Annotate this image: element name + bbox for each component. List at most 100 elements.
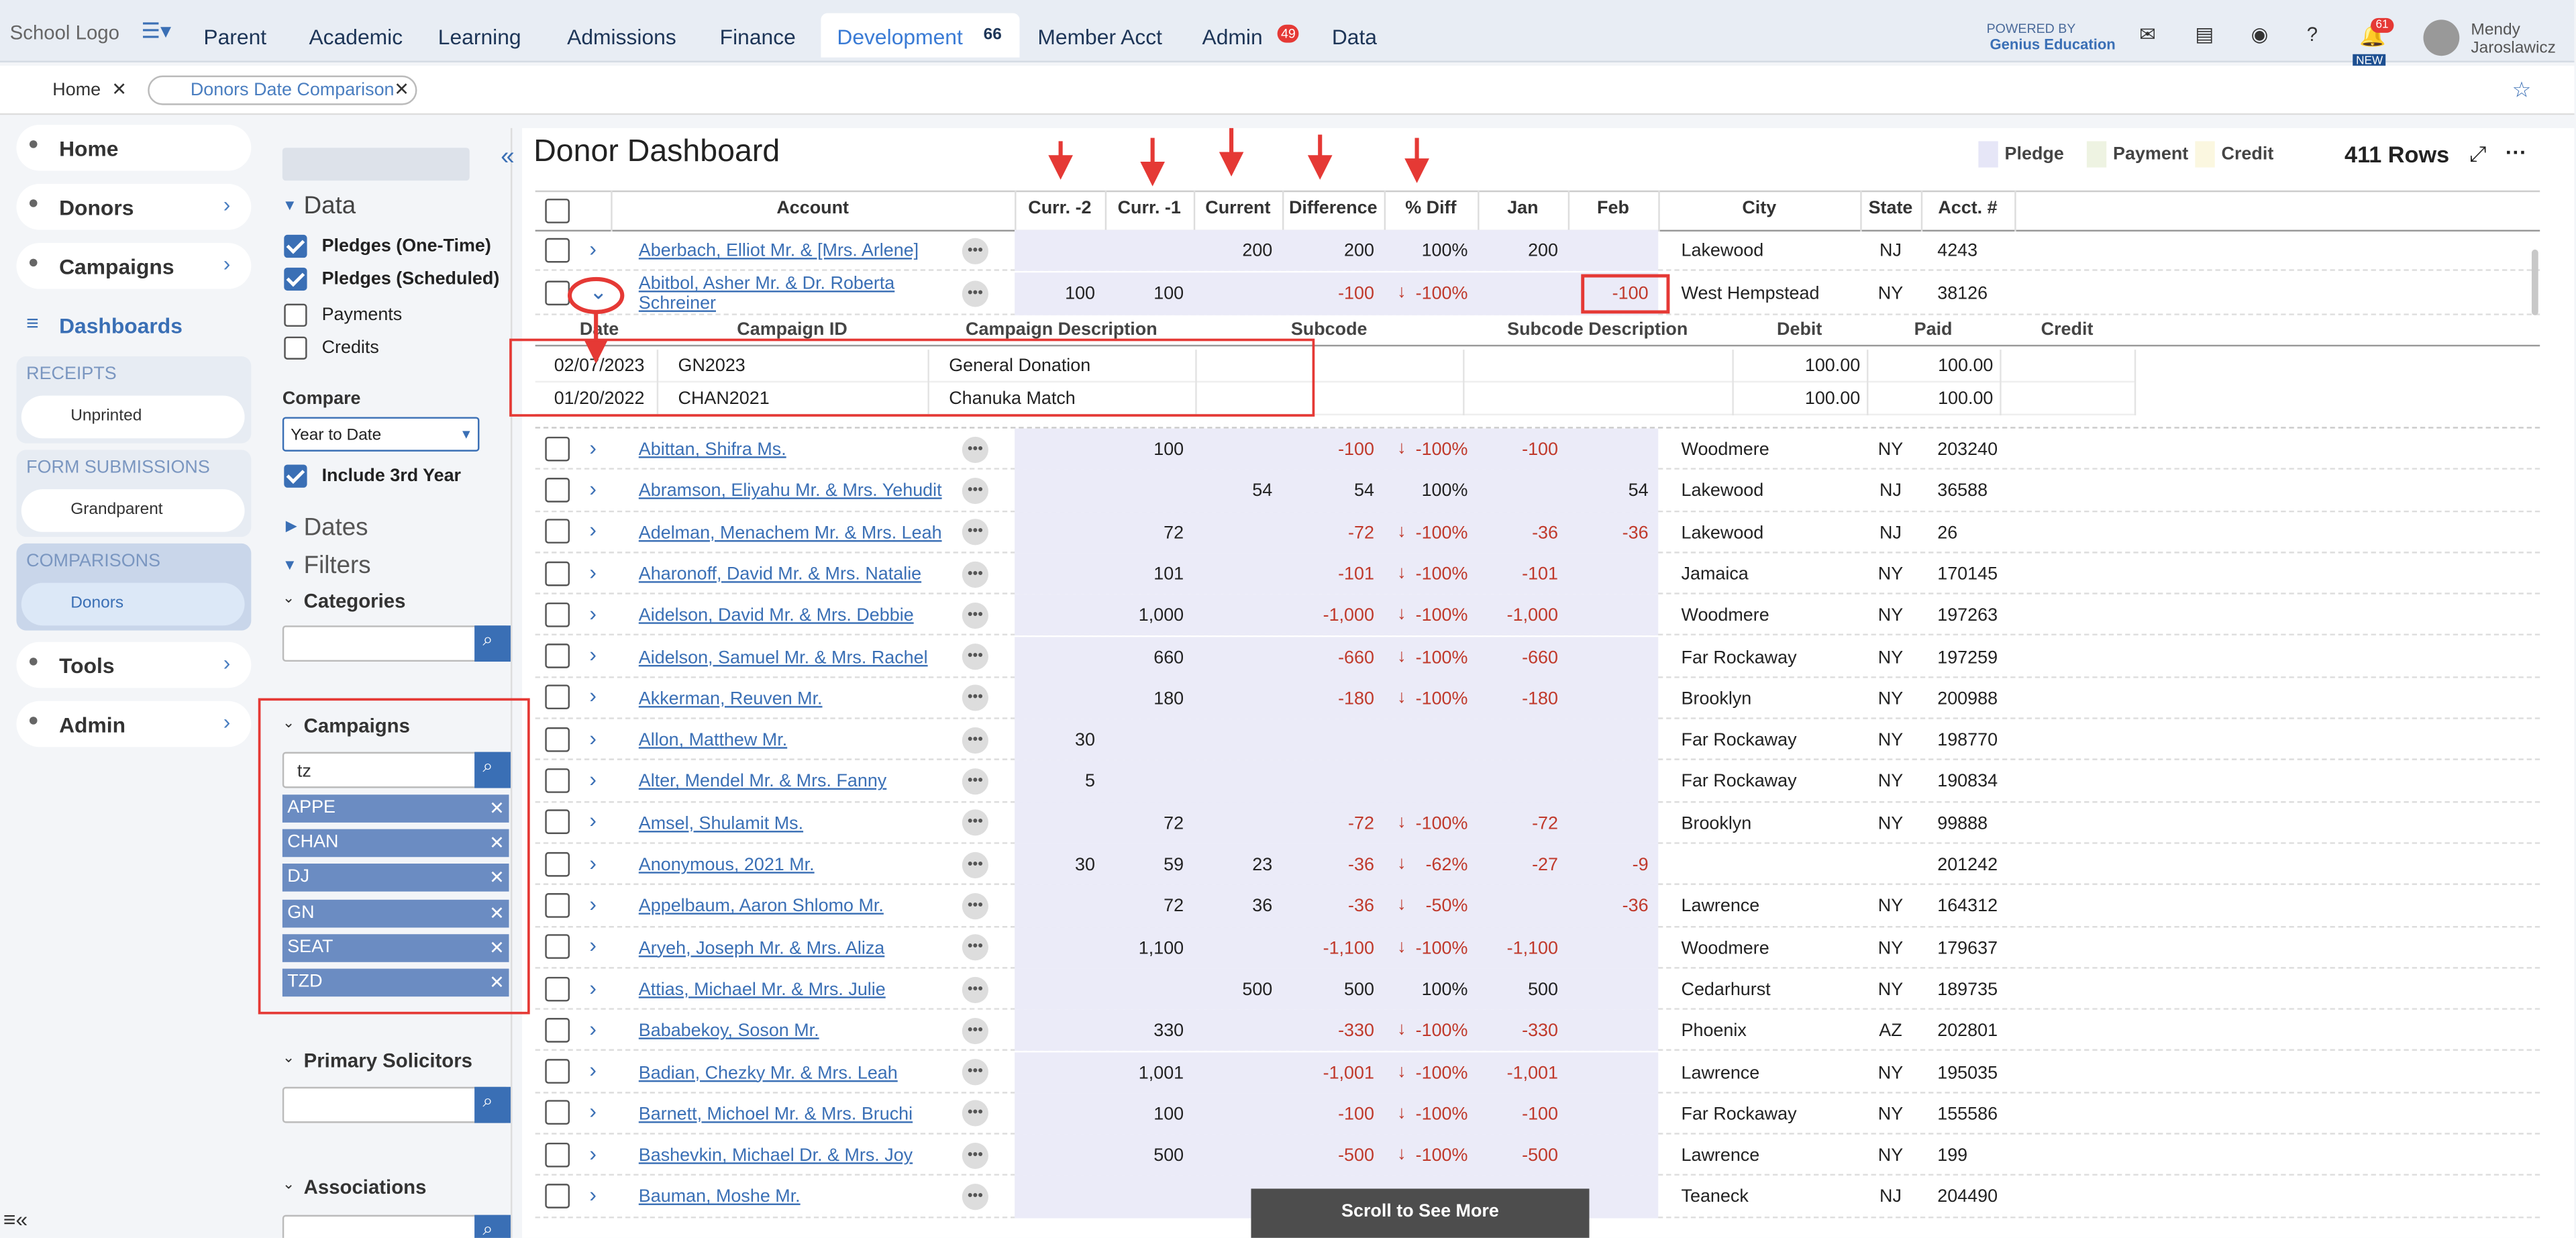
nav-item[interactable]: Member Acct [1021,13,1184,58]
checkbox[interactable] [545,237,570,262]
row-menu[interactable]: ••• [962,1059,988,1086]
row-menu[interactable]: ••• [962,435,988,463]
icon-button[interactable]: ? [2306,23,2318,46]
campaign-tag[interactable]: CHAN ✕ [282,829,509,858]
row-menu[interactable]: ••• [962,1100,988,1127]
expand-toggle[interactable]: › [589,1016,597,1041]
expand-toggle[interactable]: › [589,849,597,875]
expand-toggle[interactable]: › [589,808,597,833]
row-menu[interactable]: ••• [962,685,988,712]
account-link[interactable]: Aharonoff, David Mr. & Mrs. Natalie [638,564,922,584]
column-header[interactable]: Account [776,199,849,219]
expand-toggle[interactable]: › [589,974,597,999]
expand-toggle[interactable]: › [589,1182,597,1207]
compare-select[interactable]: Year to Date ▼ [282,417,480,452]
expand-toggle[interactable]: › [589,891,597,917]
checkbox[interactable] [545,852,570,876]
account-link[interactable]: Aidelson, David Mr. & Mrs. Debbie [638,606,914,626]
tab[interactable]: Donors Date Comparison ✕ [148,75,417,105]
nav-item[interactable]: Data [1315,13,1395,58]
row-menu[interactable]: ••• [962,602,988,629]
row-menu[interactable]: ••• [962,768,988,795]
column-header[interactable]: Difference [1288,199,1378,219]
checkbox[interactable] [545,560,570,586]
account-link[interactable]: Amsel, Shulamit Ms. [638,813,804,834]
column-header[interactable]: Acct. # [1938,199,1998,219]
icon-button[interactable]: ▤ [2195,23,2214,46]
checkbox[interactable] [545,1100,570,1126]
column-header[interactable]: Jan [1507,199,1539,219]
nav-item[interactable]: Admissions [551,13,702,58]
campaign-tag[interactable]: GN ✕ [282,898,509,927]
star[interactable]: ☆ [2512,76,2532,102]
row-menu[interactable]: ••• [962,976,988,1002]
expand-toggle[interactable]: ⌄ [589,278,608,304]
expand-toggle[interactable]: › [589,601,597,625]
nav-item[interactable]: Academic [293,13,420,58]
search-input[interactable]: ⌕ [282,625,511,662]
expand-toggle[interactable]: › [589,766,597,792]
account-link[interactable]: Aberbach, Elliot Mr. & [Mrs. Arlene] [638,241,919,262]
checkbox[interactable] [545,1059,570,1084]
checkbox[interactable] [545,477,570,503]
column-header[interactable]: Current [1205,199,1271,219]
search-button[interactable]: ⌕ [474,1086,511,1123]
checkbox[interactable] [545,976,570,1001]
checkbox[interactable] [284,303,307,327]
sidebar-item[interactable]: Tools ● › [16,641,252,688]
sidebar-item[interactable]: Home ● [16,124,252,171]
column-header[interactable]: Curr. -1 [1117,199,1181,219]
sidebar-item[interactable]: Campaigns ● › [16,243,252,289]
row-menu[interactable]: ••• [962,237,988,264]
row-menu[interactable]: ••• [962,477,988,505]
account-link[interactable]: Adelman, Menachem Mr. & Mrs. Leah [638,523,942,543]
checkbox[interactable] [284,234,307,258]
account-link[interactable]: Bababekoy, Soson Mr. [638,1021,819,1041]
campaign-tag[interactable]: SEAT ✕ [282,933,509,962]
logo[interactable]: School Logo [9,21,119,45]
column-header[interactable]: State [1868,199,1913,219]
sidebar-item[interactable]: Dashboards ≡ [16,302,251,348]
nav-item[interactable]: Learning [421,13,549,58]
tab[interactable]: Home ✕ [13,76,138,105]
account-link[interactable]: Alter, Mendel Mr. & Mrs. Fanny [638,772,887,792]
expand-toggle[interactable]: › [589,559,597,584]
row-menu[interactable]: ••• [962,643,988,670]
row-menu[interactable]: ••• [962,852,988,878]
checkbox[interactable] [284,267,307,291]
checkbox[interactable] [545,643,570,669]
account-link[interactable]: Appelbaum, Aaron Shlomo Mr. [638,896,884,917]
checkbox[interactable] [545,1017,570,1043]
checkbox[interactable] [545,727,570,752]
filter-toolbar[interactable] [282,148,470,181]
checkbox[interactable] [545,519,570,544]
row-menu[interactable]: ••• [962,727,988,754]
collapse-filters[interactable]: « [501,142,515,171]
row-menu[interactable]: ••• [962,560,988,587]
campaign-tag[interactable]: DJ ✕ [282,864,509,892]
column-header[interactable]: % Diff [1405,199,1457,219]
account-link[interactable]: Bauman, Moshe Mr. [638,1187,801,1208]
account-link[interactable]: Aidelson, Samuel Mr. & Mrs. Rachel [638,648,928,668]
checkbox[interactable] [545,280,570,306]
nav-item[interactable]: Finance [703,13,819,58]
campaign-tag[interactable]: TZD ✕ [282,968,509,997]
column-header[interactable]: City [1742,199,1777,219]
account-link[interactable]: Akkerman, Reuven Mr. [638,689,823,709]
sidebar-item[interactable]: Admin ● › [16,701,252,747]
expand-toggle[interactable]: › [589,933,597,958]
nav-item[interactable]: Development 66 [820,13,1020,58]
sidebar-item[interactable]: Donors ● › [16,184,252,230]
row-menu[interactable]: ••• [962,280,988,307]
checkbox[interactable] [545,892,570,918]
nav-item[interactable]: Admin 49 [1186,13,1314,58]
account-link[interactable]: Bashevkin, Michael Dr. & Mrs. Joy [638,1146,913,1166]
expand-toggle[interactable]: › [589,1140,597,1166]
account-link[interactable]: Badian, Chezky Mr. & Mrs. Leah [638,1063,898,1083]
expand-toggle[interactable]: › [589,683,597,709]
search-button[interactable]: ⌕ [474,1215,511,1238]
expand-toggle[interactable]: › [589,1058,597,1082]
account-link[interactable]: Attias, Michael Mr. & Mrs. Julie [638,980,886,1000]
row-menu[interactable]: ••• [962,519,988,546]
search-input[interactable]: ⌕ [282,1086,511,1123]
